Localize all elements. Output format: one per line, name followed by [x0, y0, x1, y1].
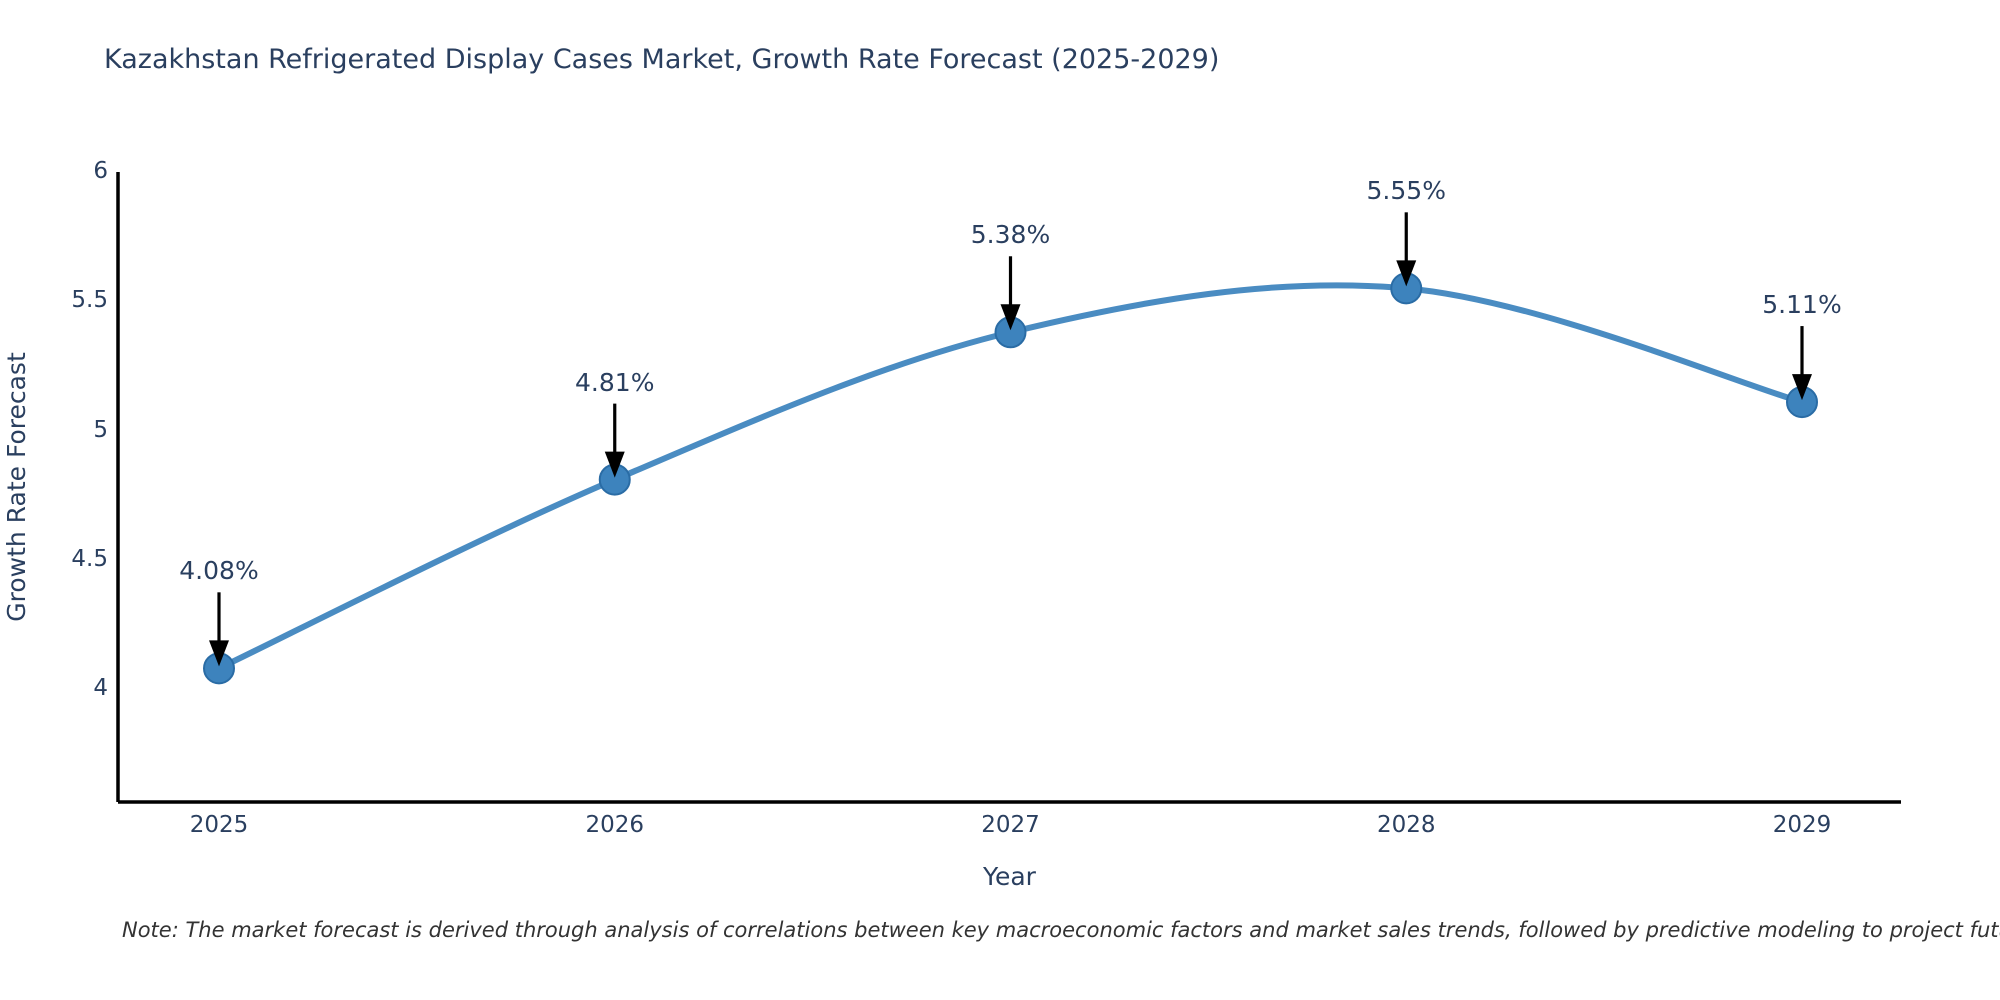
data-point-value-label: 5.55% — [1366, 176, 1446, 206]
y-tick-label: 5.5 — [71, 287, 108, 314]
x-tick-label: 2025 — [189, 812, 249, 838]
annotation-arrow-head — [604, 451, 625, 478]
y-tick-label: 4 — [93, 675, 108, 701]
axis-lines — [116, 172, 1901, 804]
annotation-arrow-head — [209, 640, 229, 667]
x-axis-title: Year — [983, 862, 1036, 891]
data-point-markers — [203, 272, 1818, 685]
annotation-arrow-head — [1396, 260, 1417, 287]
x-tick-label: 2029 — [1772, 812, 1832, 838]
y-tick-label: 6 — [93, 158, 108, 184]
y-tick-label: 5 — [93, 416, 108, 443]
x-tick-label: 2026 — [585, 812, 645, 838]
data-point-value-label: 5.11% — [1762, 290, 1842, 320]
annotation-arrow-head — [1792, 374, 1812, 401]
annotation-arrow-head — [1000, 304, 1021, 331]
x-tick-label: 2028 — [1376, 812, 1436, 838]
data-point-value-label: 5.38% — [970, 220, 1051, 250]
y-tick-label: 4.5 — [71, 545, 108, 572]
data-point-value-label: 4.81% — [575, 367, 655, 397]
chart-title: Kazakhstan Refrigerated Display Cases Ma… — [104, 44, 1220, 75]
x-tick-label: 2027 — [981, 812, 1040, 838]
footnote-note: Note: The market forecast is derived thr… — [122, 918, 2000, 942]
annotation-arrows — [209, 212, 1812, 667]
data-point-value-label: 4.08% — [179, 556, 259, 586]
